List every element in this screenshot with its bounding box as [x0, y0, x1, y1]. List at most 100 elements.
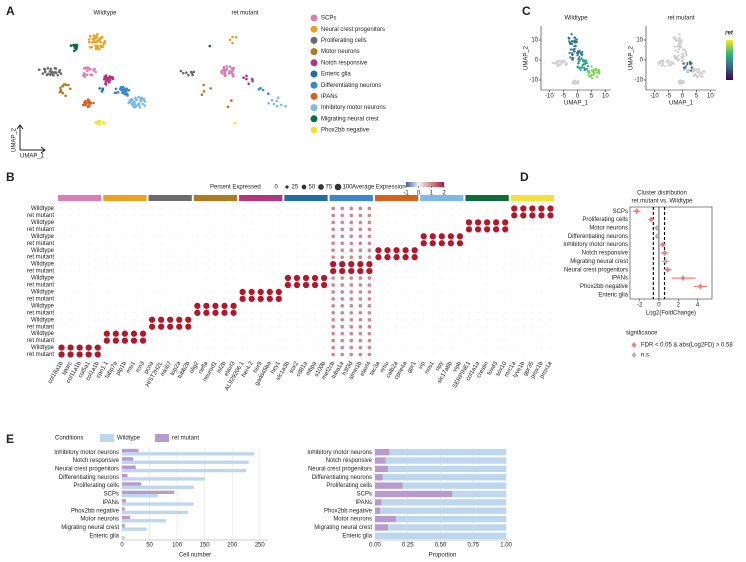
umap-point [681, 82, 684, 85]
dot [133, 207, 135, 210]
dot [232, 291, 235, 293]
umap-point [189, 70, 193, 74]
color-legend-label: 2 [442, 191, 446, 197]
dot [549, 228, 552, 231]
dot [69, 319, 72, 321]
dot [87, 291, 90, 293]
dot [340, 352, 345, 357]
umap-point [270, 98, 274, 102]
dot [386, 228, 389, 231]
x-tick-label: -5 [666, 94, 672, 100]
dot [60, 319, 63, 321]
dot [214, 346, 217, 349]
umap-point [567, 37, 570, 40]
dot [495, 305, 497, 307]
umap-point [679, 79, 682, 82]
dot [160, 242, 162, 244]
gene-label: olig2 [189, 360, 201, 375]
dot [187, 207, 190, 210]
dot [160, 256, 162, 258]
dot [377, 277, 380, 279]
dot [413, 353, 416, 356]
dot [296, 319, 298, 321]
dot [377, 339, 380, 342]
dot [296, 249, 298, 251]
umap-point [570, 33, 573, 36]
dot [187, 256, 190, 258]
category-label: Neural crest progenitors [564, 267, 628, 273]
umap-point [139, 99, 142, 103]
umap-point [680, 60, 683, 63]
umap-point [695, 74, 698, 77]
umap-point [83, 102, 87, 105]
bar-segment [381, 499, 507, 506]
dot [314, 339, 316, 342]
dot [441, 332, 443, 335]
dot [340, 317, 345, 322]
dot [94, 344, 101, 351]
dot [112, 330, 119, 337]
dot [169, 242, 171, 244]
umap-point [64, 94, 67, 98]
dot [287, 242, 289, 244]
umap-point [573, 50, 576, 53]
dot [504, 207, 506, 210]
dot [358, 220, 363, 225]
dot [522, 270, 525, 272]
dot [214, 207, 217, 210]
dot [76, 351, 83, 358]
umap-point [99, 45, 103, 49]
gene-label: sox2 [289, 360, 301, 375]
legend-title: significance [626, 331, 658, 337]
dot [205, 284, 208, 286]
dot [142, 291, 144, 293]
dot [422, 305, 425, 307]
dot [349, 220, 354, 225]
dot [339, 267, 346, 275]
dot [69, 263, 72, 265]
dot [547, 205, 554, 212]
dot [441, 263, 443, 265]
dot [60, 277, 63, 279]
dot [87, 325, 90, 328]
dot [538, 212, 545, 219]
dot [115, 353, 117, 356]
umap-point [580, 57, 583, 60]
umap-point [134, 96, 137, 100]
dot [331, 345, 335, 350]
dot [477, 249, 479, 251]
category-label: IPANs [355, 500, 372, 506]
dot [395, 353, 398, 356]
bar [122, 457, 134, 461]
umap-point [181, 71, 185, 75]
dot [250, 263, 253, 265]
dot [305, 298, 307, 300]
dot [540, 270, 543, 272]
bar [122, 452, 255, 456]
x-tick-label: 250 [255, 543, 266, 549]
dot [386, 221, 389, 224]
dot [358, 304, 363, 308]
umap-point [261, 88, 265, 92]
bar-segment [402, 482, 507, 489]
dot [124, 284, 126, 286]
x-tick-label: -10 [545, 94, 554, 100]
dot [468, 312, 470, 314]
dot [124, 291, 126, 293]
dot [404, 242, 407, 244]
dot [60, 339, 63, 342]
umap-point [59, 90, 63, 93]
dot [404, 291, 407, 293]
umap-point [676, 50, 680, 53]
legend-title: Conditions [55, 436, 83, 442]
dot [504, 319, 506, 321]
dot [124, 263, 126, 265]
dot [323, 353, 325, 356]
dot [287, 270, 289, 272]
dot [468, 346, 470, 349]
umap-point [671, 61, 674, 64]
x-tick-label: 1.00 [500, 543, 512, 549]
dot [178, 277, 180, 279]
dot [60, 263, 63, 265]
dot [257, 295, 264, 303]
